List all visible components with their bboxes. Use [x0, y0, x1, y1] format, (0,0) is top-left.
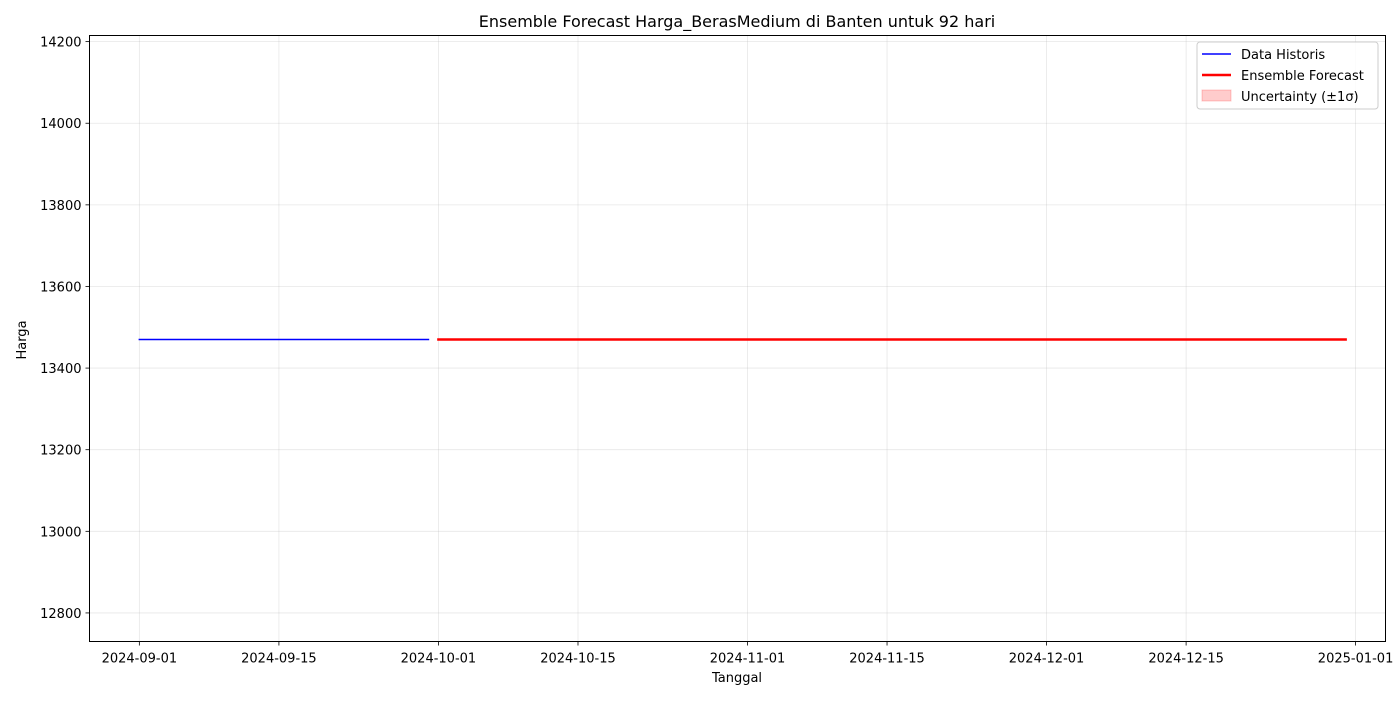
- y-tick-label: 13600: [40, 280, 81, 295]
- x-tick-label: 2025-01-01: [1318, 652, 1394, 667]
- legend: Data Historis Ensemble Forecast Uncertai…: [1196, 41, 1379, 110]
- y-tick-label: 13000: [40, 525, 81, 540]
- y-tick-label: 13400: [40, 362, 81, 377]
- x-tick-label: 2024-11-15: [849, 652, 925, 667]
- y-axis-label: Harga: [15, 320, 30, 359]
- x-tick-label: 2024-12-01: [1009, 652, 1085, 667]
- x-tick-label: 2024-09-01: [102, 652, 178, 667]
- legend-label-ensemble-forecast: Ensemble Forecast: [1241, 69, 1364, 84]
- y-tick-label: 14200: [40, 36, 81, 51]
- legend-label-data-historis: Data Historis: [1241, 48, 1325, 63]
- x-axis-ticks: 2024-09-01 2024-09-15 2024-10-01 2024-10-15…: [102, 641, 1394, 667]
- y-axis-ticks: 12800 13000 13200 13400 13600 13800 14000 14200: [40, 36, 90, 622]
- grid-layer: [89, 35, 1386, 642]
- x-tick-label: 2024-11-01: [710, 652, 786, 667]
- legend-label-uncertainty: Uncertainty (±1σ): [1241, 90, 1359, 105]
- y-tick-label: 13800: [40, 199, 81, 214]
- legend-swatch-uncertainty: [1201, 89, 1232, 102]
- x-tick-label: 2024-10-01: [401, 652, 477, 667]
- x-tick-label: 2024-12-15: [1148, 652, 1224, 667]
- y-tick-label: 13200: [40, 444, 81, 459]
- chart-title: Ensemble Forecast Harga_BerasMedium di B…: [479, 12, 995, 32]
- y-tick-label: 12800: [40, 607, 81, 622]
- legend-box: [1196, 41, 1379, 110]
- x-tick-label: 2024-10-15: [540, 652, 616, 667]
- x-axis-label: Tanggal: [711, 671, 762, 686]
- plot-frame: [89, 35, 1386, 642]
- y-tick-label: 14000: [40, 117, 81, 132]
- x-tick-label: 2024-09-15: [241, 652, 317, 667]
